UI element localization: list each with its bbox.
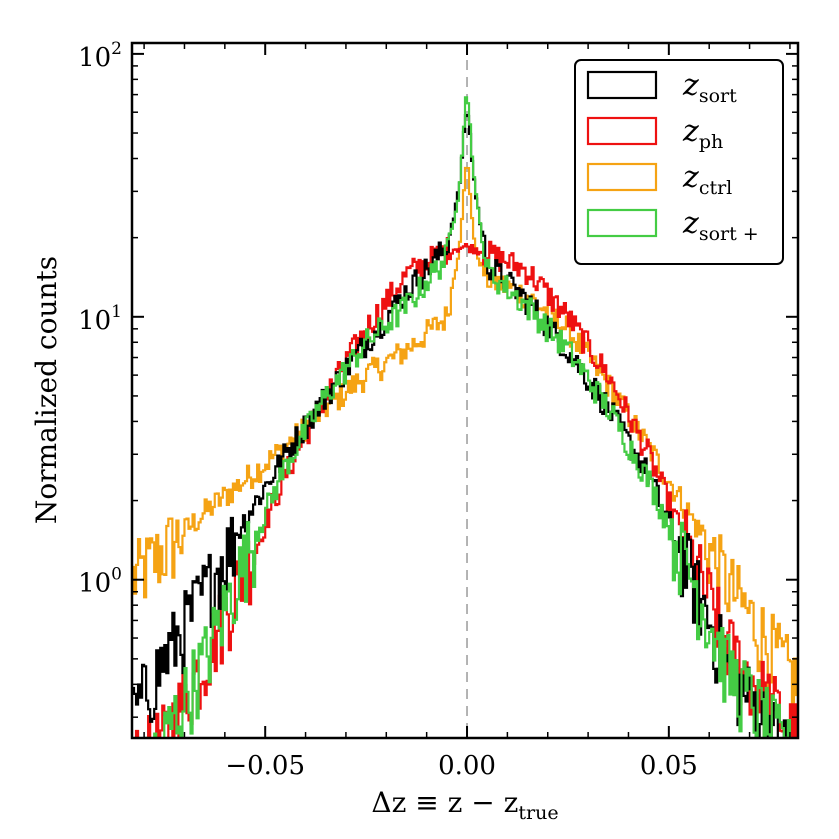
legend-label-subscript: ctrl [699, 177, 732, 199]
y-tick-label-base: 10 [78, 569, 111, 599]
x-tick-label: 0.00 [438, 751, 496, 781]
legend-swatch-z_ctrl [586, 162, 658, 192]
x-axis-label-main: Δz ≡ z − z [371, 786, 518, 819]
series-layer [132, 96, 798, 738]
legend-box [574, 59, 784, 265]
axes-frame [130, 41, 800, 740]
x-axis-label-sub: true [518, 802, 558, 824]
x-axis-label: Δz ≡ z − ztrue [371, 786, 558, 824]
plot-area [132, 43, 798, 738]
legend-label-z_ph: zph [682, 114, 723, 153]
y-tick-label: 102 [78, 39, 122, 73]
y-axis-label: Normalized counts [30, 256, 63, 524]
legend-label-subscript: ph [699, 131, 723, 153]
y-tick-label-base: 10 [78, 306, 111, 336]
legend-label-z_sort: zsort [682, 68, 737, 107]
legend-label-subscript: sort [699, 85, 737, 107]
legend-label-z_sort+: zsort + [682, 206, 759, 245]
legend-label-z_ctrl: zctrl [682, 160, 732, 199]
y-tick-label: 101 [78, 302, 122, 336]
legend-label-symbol: z [682, 160, 699, 195]
y-tick-label-base: 10 [78, 43, 111, 73]
legend-swatch-z_sort+ [586, 208, 658, 238]
x-tick-label: 0.05 [640, 751, 698, 781]
y-tick-label-exponent: 1 [111, 302, 122, 322]
legend-label-symbol: z [682, 114, 699, 149]
x-tick-label: −0.05 [225, 751, 305, 781]
y-tick-label-exponent: 0 [111, 565, 122, 585]
legend-swatch-z_ph [586, 116, 658, 146]
y-tick-label-exponent: 2 [111, 39, 122, 59]
legend-label-subscript: sort + [699, 223, 759, 245]
series-line-z_sort+ [145, 96, 792, 738]
legend-swatch-z_sort [586, 70, 658, 100]
legend-label-symbol: z [682, 68, 699, 103]
y-tick-label: 100 [78, 565, 122, 599]
legend-label-symbol: z [682, 206, 699, 241]
